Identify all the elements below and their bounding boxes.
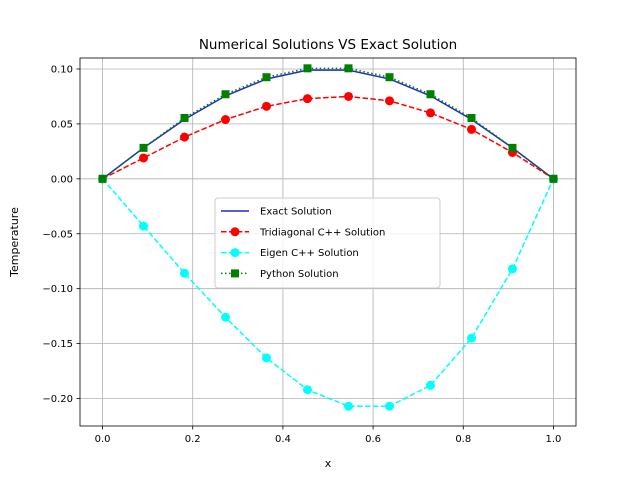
data-point-eigen-c-solution (466, 333, 476, 343)
legend-label-tridiagonal-c-solution: Tridiagonal C++ Solution (259, 227, 385, 238)
data-point-tridiagonal-c-solution (302, 94, 312, 104)
legend-marker-tridiagonal-c-solution (230, 227, 240, 237)
y-tick-label: −0.05 (42, 229, 73, 240)
chart-title: Numerical Solutions VS Exact Solution (199, 37, 457, 53)
y-tick-label: −0.20 (42, 394, 73, 405)
data-point-eigen-c-solution (344, 401, 354, 411)
data-point-python-solution (508, 143, 517, 152)
x-axis-ticks: 0.0 0.2 0.4 0.6 0.8 1.0 (95, 426, 562, 445)
x-tick-label: 0.8 (455, 434, 471, 445)
data-point-tridiagonal-c-solution (385, 96, 395, 106)
y-tick-label: −0.15 (42, 339, 73, 350)
x-tick-label: 0.2 (185, 434, 201, 445)
legend-box (214, 197, 441, 289)
y-tick-label: 0.05 (51, 119, 73, 130)
y-tick-label: 0.00 (51, 174, 73, 185)
data-point-tridiagonal-c-solution (139, 153, 149, 163)
legend-marker-python-solution (231, 269, 239, 278)
data-point-tridiagonal-c-solution (425, 108, 435, 118)
data-point-tridiagonal-c-solution (344, 91, 354, 101)
data-point-eigen-c-solution (385, 401, 395, 411)
data-point-eigen-c-solution (261, 353, 271, 363)
x-tick-label: 0.6 (365, 434, 381, 445)
data-point-python-solution (467, 113, 476, 122)
x-axis-label: x (325, 457, 332, 470)
plot-series (98, 64, 558, 411)
data-point-tridiagonal-c-solution (466, 124, 476, 134)
data-point-tridiagonal-c-solution (261, 101, 271, 111)
x-tick-label: 0.0 (95, 434, 111, 445)
legend-marker-eigen-c-solution (230, 248, 240, 258)
data-point-python-solution (262, 73, 271, 82)
data-point-python-solution (221, 90, 230, 99)
series-line-eigen-c-solution (101, 178, 555, 407)
series-line-tridiagonal-c-solution (102, 95, 554, 180)
legend-label-exact-solution: Exact Solution (260, 207, 332, 218)
series-line-exact-solution (102, 69, 554, 180)
y-axis-ticks: 0.10 0.05 0.00 −0.05 −0.10 −0.15 −0.20 (42, 64, 80, 405)
data-point-python-solution (344, 64, 353, 73)
data-point-tridiagonal-c-solution (180, 132, 190, 142)
data-point-eigen-c-solution (139, 221, 149, 231)
plot-frame (79, 57, 577, 427)
data-point-python-solution (180, 113, 189, 122)
legend-label-python-solution: Python Solution (260, 269, 339, 280)
data-point-python-solution (139, 143, 148, 152)
data-point-python-solution (303, 64, 312, 73)
data-point-eigen-c-solution (425, 380, 435, 390)
y-tick-label: 0.10 (51, 64, 73, 75)
data-point-python-solution (549, 174, 558, 183)
data-point-eigen-c-solution (221, 312, 231, 322)
y-tick-label: −0.10 (42, 284, 73, 295)
data-point-python-solution (385, 73, 394, 82)
legend: Exact Solution Tridiagonal C++ Solution Ei… (214, 197, 441, 289)
x-tick-label: 1.0 (546, 434, 562, 445)
data-point-eigen-c-solution (302, 385, 312, 395)
legend-label-eigen-c-solution: Eigen C++ Solution (260, 248, 359, 259)
data-point-tridiagonal-c-solution (221, 115, 231, 125)
data-point-python-solution (426, 90, 435, 99)
data-point-eigen-c-solution (180, 268, 190, 278)
x-tick-label: 0.4 (275, 434, 291, 445)
series-line-python-solution (102, 67, 554, 180)
data-point-eigen-c-solution (507, 264, 517, 274)
y-axis-label: Temperature (8, 207, 21, 278)
data-point-python-solution (98, 174, 107, 183)
